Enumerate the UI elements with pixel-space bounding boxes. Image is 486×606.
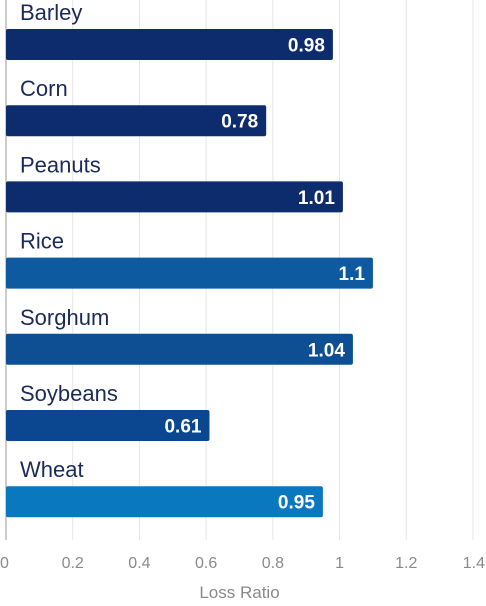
x-axis-ticks: 0 0.2 0.4 0.6 0.8 1 1.2 1.4 — [0, 555, 485, 572]
bars: 0.98 0.78 1.01 1.1 1.04 0.61 0.95 — [6, 29, 373, 518]
category-label: Sorghum — [20, 305, 109, 330]
x-tick-label: 0.4 — [128, 555, 150, 572]
x-axis-title: Loss Ratio — [199, 583, 279, 602]
bar-rice — [6, 257, 373, 289]
category-label: Rice — [20, 229, 64, 254]
bar-soybeans — [6, 410, 210, 441]
bar-wheat — [6, 486, 323, 518]
bar-barley — [6, 29, 333, 60]
x-tick-label: 0 — [0, 555, 9, 572]
category-label: Soybeans — [20, 381, 118, 406]
x-tick-label: 0.8 — [262, 555, 284, 572]
bar-value-label: 0.95 — [278, 493, 315, 514]
x-tick-label: 0.6 — [195, 555, 217, 572]
bar-value-label: 1.01 — [298, 188, 335, 209]
bar-value-label: 0.61 — [164, 417, 201, 438]
category-label: Wheat — [20, 457, 84, 482]
bar-peanuts — [6, 181, 343, 213]
category-label: Barley — [20, 0, 82, 25]
x-tick-label: 1.4 — [463, 555, 485, 572]
x-tick-label: 0.2 — [62, 555, 84, 572]
bar-value-label: 1.04 — [308, 340, 345, 361]
bar-value-label: 0.98 — [288, 36, 325, 57]
category-labels: Barley Corn Peanuts Rice Sorghum Soybeans Whea… — [20, 0, 118, 482]
bar-sorghum — [6, 333, 353, 365]
category-label: Peanuts — [20, 152, 101, 177]
category-label: Corn — [20, 76, 68, 101]
x-tick-label: 1.2 — [395, 555, 417, 572]
x-tick-label: 1 — [335, 555, 344, 572]
bar-value-label: 1.1 — [339, 264, 366, 285]
bar-corn — [6, 105, 267, 137]
bar-value-label: 0.78 — [221, 112, 258, 133]
